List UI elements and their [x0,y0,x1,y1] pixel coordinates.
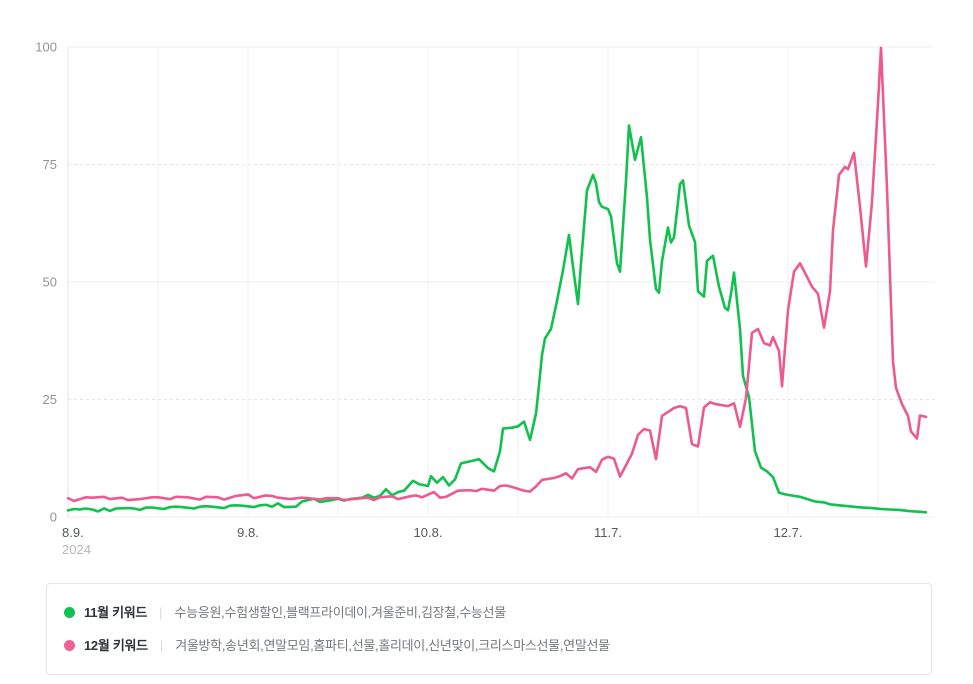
x-tick-label: 8.9. [62,525,84,540]
y-tick-label: 100 [35,40,57,55]
x-tick-label: 12.7. [774,525,803,540]
x-tick-label: 10.8. [414,525,443,540]
y-tick-label: 0 [50,510,57,525]
legend-keywords: 수능응원,수험생할인,블랙프라이데이,겨울준비,김장철,수능선물 [174,605,507,620]
trend-chart-svg: 0 25 50 75 100 8.9. 2024 9.8. 10.8. 11.7. 12.7. [35,40,935,557]
x-tick-year-label: 2024 [62,542,91,557]
trend-chart-area: 0 25 50 75 100 8.9. 2024 9.8. 10.8. 11.7. 12.7. [35,40,935,557]
legend-panel: 11월 키워드 | 수능응원,수험생할인,블랙프라이데이,겨울준비,김장철,수능… [46,583,932,675]
y-tick-label: 75 [43,157,57,172]
y-tick-label: 50 [43,275,57,290]
legend-item-november[interactable]: 11월 키워드 | 수능응원,수험생할인,블랙프라이데이,겨울준비,김장철,수능… [64,604,931,621]
x-tick-label: 11.7. [594,525,622,540]
november-series-dot-icon [64,607,75,618]
y-tick-label: 25 [43,392,57,407]
legend-label: 12월 키워드 [84,638,148,653]
legend-label: 11월 키워드 [84,605,148,620]
x-tick-label: 9.8. [237,525,259,540]
legend-keywords: 겨울방학,송년회,연말모임,홈파티,선물,홀리데이,신년맞이,크리스마스선물,연… [175,638,610,653]
legend-separator: | [159,638,164,653]
december-series-dot-icon [64,640,75,651]
series-line-december [66,46,928,503]
series-line-november [66,124,928,514]
legend-item-december[interactable]: 12월 키워드 | 겨울방학,송년회,연말모임,홈파티,선물,홀리데이,신년맞이… [64,637,931,654]
legend-separator: | [159,605,163,620]
